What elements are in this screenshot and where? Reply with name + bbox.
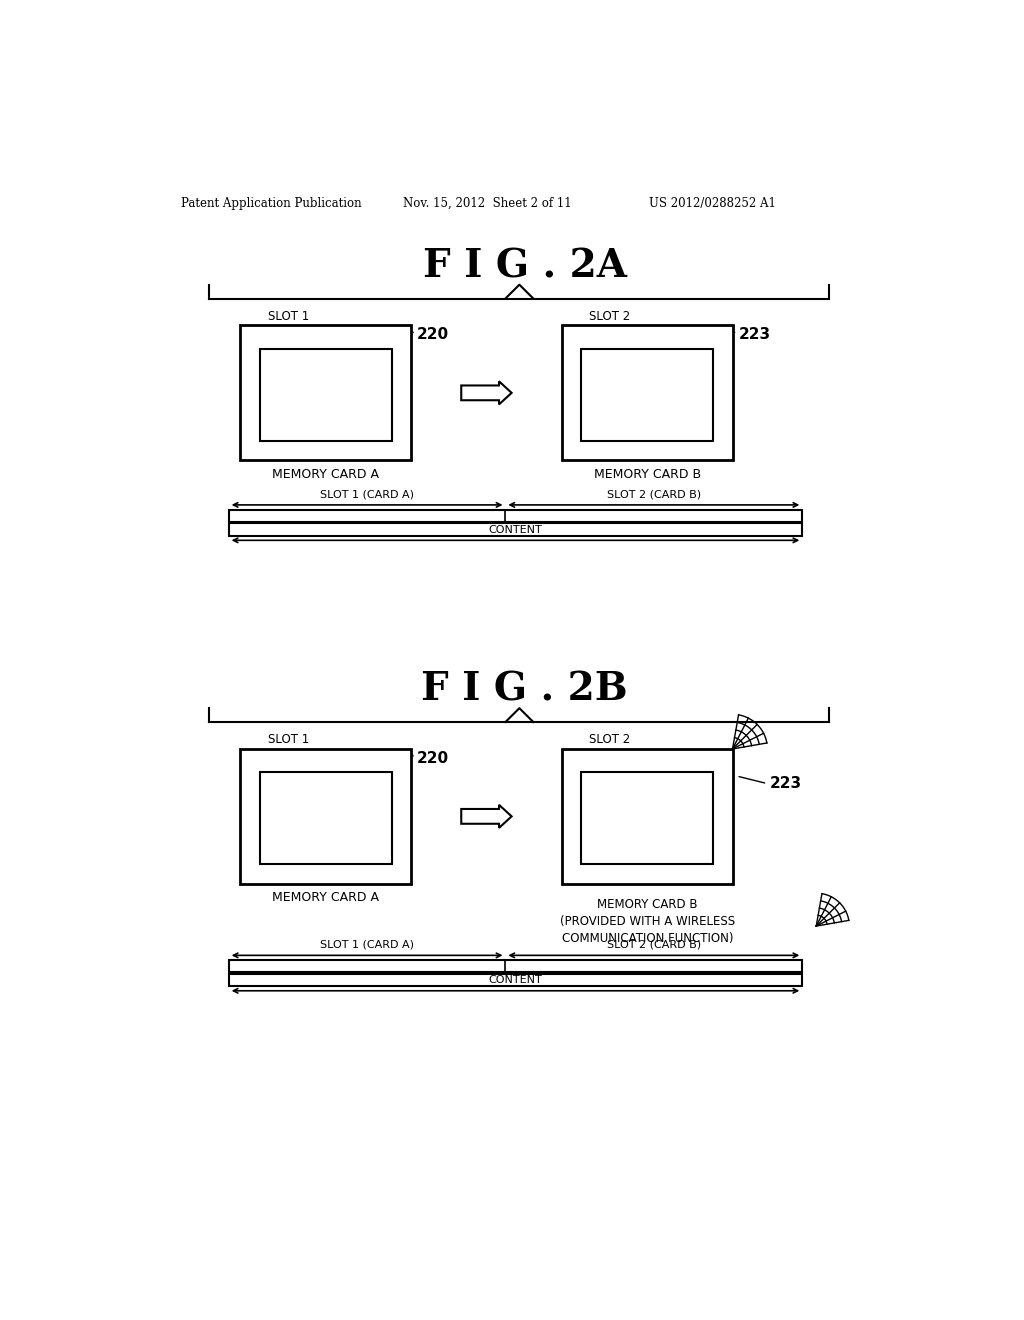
Bar bbox=[260, 348, 391, 441]
Text: CONTENT: CONTENT bbox=[488, 524, 543, 535]
Bar bbox=[241, 748, 411, 884]
Polygon shape bbox=[461, 805, 512, 828]
Bar bbox=[228, 523, 802, 536]
Text: SLOT 2 (CARD B): SLOT 2 (CARD B) bbox=[607, 490, 700, 499]
Text: MEMORY CARD A: MEMORY CARD A bbox=[272, 891, 379, 904]
Bar bbox=[582, 772, 713, 865]
Bar bbox=[228, 510, 802, 521]
Text: MEMORY CARD B
(PROVIDED WITH A WIRELESS
COMMUNICATION FUNCTION): MEMORY CARD B (PROVIDED WITH A WIRELESS … bbox=[560, 898, 735, 945]
Text: SLOT 2 (CARD B): SLOT 2 (CARD B) bbox=[607, 940, 700, 949]
Text: 223: 223 bbox=[738, 327, 771, 342]
Text: F I G . 2B: F I G . 2B bbox=[422, 671, 628, 709]
Bar bbox=[562, 748, 732, 884]
Text: SLOT 1 (CARD A): SLOT 1 (CARD A) bbox=[321, 940, 414, 949]
Text: SLOT 1: SLOT 1 bbox=[267, 733, 309, 746]
Text: SLOT 2: SLOT 2 bbox=[589, 733, 631, 746]
Text: SLOT 2: SLOT 2 bbox=[589, 310, 631, 323]
Text: SLOT 1: SLOT 1 bbox=[267, 310, 309, 323]
Bar bbox=[562, 326, 732, 461]
Bar bbox=[241, 326, 411, 461]
Text: Patent Application Publication: Patent Application Publication bbox=[180, 197, 361, 210]
Bar bbox=[228, 974, 802, 986]
Text: 220: 220 bbox=[417, 751, 450, 766]
Text: 220: 220 bbox=[417, 327, 450, 342]
Text: F I G . 2A: F I G . 2A bbox=[423, 247, 627, 285]
Text: MEMORY CARD A: MEMORY CARD A bbox=[272, 467, 379, 480]
Text: SLOT 1 (CARD A): SLOT 1 (CARD A) bbox=[321, 490, 414, 499]
Bar bbox=[260, 772, 391, 865]
Polygon shape bbox=[461, 381, 512, 404]
Text: 223: 223 bbox=[770, 776, 802, 791]
Text: US 2012/0288252 A1: US 2012/0288252 A1 bbox=[649, 197, 775, 210]
Bar bbox=[582, 348, 713, 441]
Bar bbox=[228, 960, 802, 973]
Text: CONTENT: CONTENT bbox=[488, 975, 543, 985]
Text: Nov. 15, 2012  Sheet 2 of 11: Nov. 15, 2012 Sheet 2 of 11 bbox=[403, 197, 571, 210]
Text: MEMORY CARD B: MEMORY CARD B bbox=[594, 467, 700, 480]
